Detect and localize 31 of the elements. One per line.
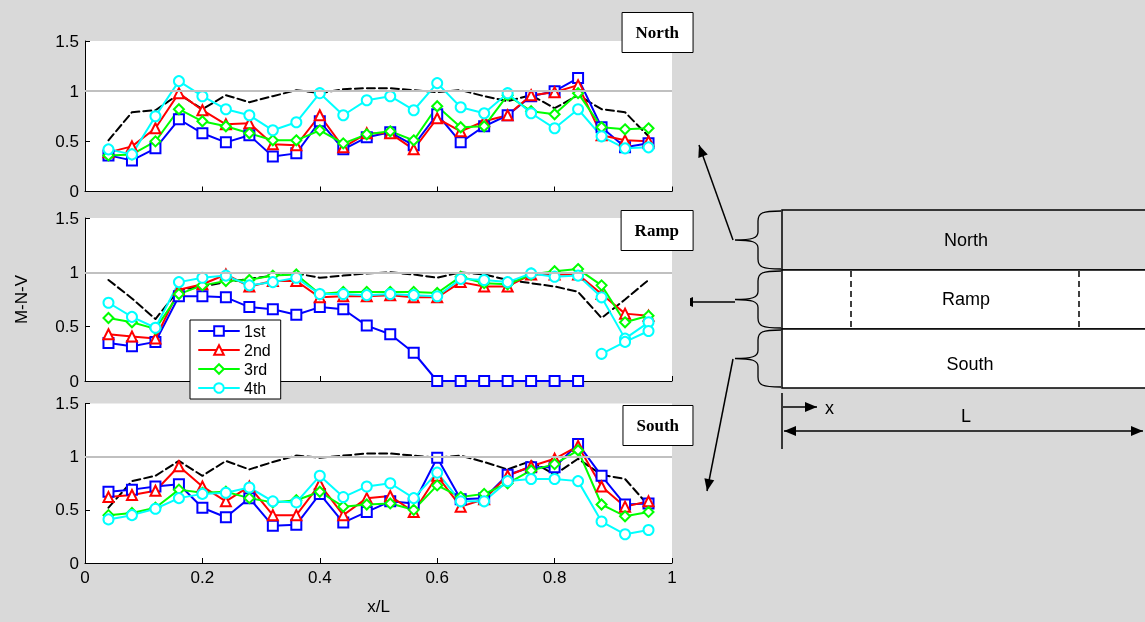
y-tick-label: 1: [69, 262, 79, 282]
y-tick-label: 0.5: [55, 500, 79, 520]
y-tick-label: 1: [69, 81, 79, 101]
y-tick-label: 0: [69, 553, 79, 573]
chart-title: North: [635, 23, 680, 42]
y-tick-label: 0.5: [55, 131, 79, 151]
x-tick-label: 0.4: [307, 568, 332, 587]
y-tick-label: 0: [69, 371, 79, 391]
text: x: [825, 398, 834, 418]
x-axis-title: x/L: [367, 597, 390, 616]
legend-label: 4th: [244, 379, 267, 397]
y-tick-label: 0.5: [55, 317, 79, 337]
y-tick-label: 1: [69, 447, 79, 467]
text: South: [946, 354, 994, 374]
legend-label: 2nd: [244, 341, 271, 359]
text: L: [960, 406, 972, 426]
legend-label: 1st: [244, 322, 266, 340]
y-tick-label: 1.5: [55, 31, 79, 51]
text: Ramp: [941, 289, 991, 309]
x-tick-label: 0.8: [542, 568, 567, 587]
y-tick-label: 1.5: [55, 394, 79, 413]
chart-title: Ramp: [634, 221, 680, 240]
legend-label: 3rd: [244, 360, 268, 378]
y-tick-label: 0: [69, 182, 79, 201]
text: North: [943, 230, 989, 250]
text: South: [636, 416, 680, 435]
y-axis-title: M-N-V: [12, 274, 31, 325]
x-tick-label: 1: [667, 568, 677, 587]
x-tick-label: 0.2: [190, 568, 215, 587]
x-tick-label: 0.6: [425, 568, 450, 587]
y-tick-label: 1.5: [55, 208, 79, 228]
